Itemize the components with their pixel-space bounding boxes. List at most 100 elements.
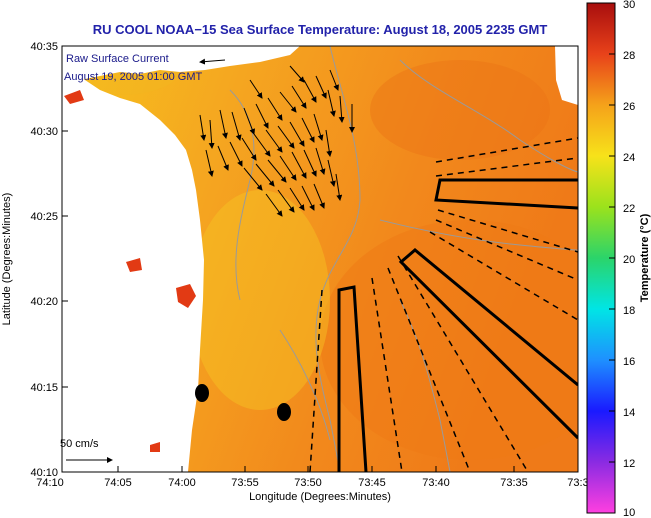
current-arrow (231, 111, 242, 141)
map-plot-area (62, 46, 578, 472)
track-polygon (398, 248, 578, 440)
current-arrow (243, 107, 256, 135)
current-arrow (301, 185, 315, 211)
current-arrow (219, 109, 228, 139)
dashed-rays (309, 137, 578, 472)
track-outlines (337, 178, 578, 472)
land-sandy-hook (170, 150, 188, 215)
current-arrow (277, 189, 295, 213)
y-tick-label: 40:20 (30, 296, 58, 308)
current-arrow (255, 163, 275, 187)
colorbar-title: Temperature (°C) (639, 213, 651, 302)
x-tick-label: 73:45 (358, 477, 386, 489)
x-tick-label: 73:50 (294, 477, 322, 489)
hot-patch (126, 258, 142, 272)
current-arrow (267, 97, 283, 121)
hot-patch (150, 442, 160, 452)
current-arrow (303, 79, 317, 103)
current-arrow (313, 183, 325, 209)
colorbar-tick-label: 28 (623, 50, 635, 62)
current-arrow (199, 114, 207, 141)
y-axis-label: Latitude (Degrees:Minutes) (1, 193, 13, 326)
current-arrow (277, 125, 295, 149)
scale-label: 50 cm/s (60, 438, 99, 450)
legend-arrow (199, 58, 226, 65)
current-arrow (217, 145, 229, 171)
current-arrow (289, 187, 305, 211)
current-arrow (255, 103, 269, 129)
plot-frame (61, 45, 579, 473)
land-northeast (555, 46, 578, 105)
current-arrow (253, 133, 271, 157)
x-axis: 74:10 74:05 74:00 73:55 73:50 73:45 73:4… (36, 466, 589, 503)
track-polygon (434, 178, 578, 210)
x-axis-label: Longitude (Degrees:Minutes) (249, 491, 391, 503)
current-arrow (205, 149, 214, 177)
current-arrow (303, 149, 317, 177)
track-polygon (337, 285, 368, 472)
current-arrow (249, 79, 263, 99)
current-arrow (241, 137, 257, 161)
y-tick-label: 40:30 (30, 126, 58, 138)
legend-line-2: August 19, 2005 01:00 GMT (64, 71, 202, 83)
current-arrow (289, 121, 305, 147)
current-arrow (267, 159, 287, 183)
current-arrow (265, 129, 283, 153)
current-arrow (335, 173, 343, 201)
hot-patch (176, 284, 196, 308)
current-arrow (325, 129, 333, 157)
x-tick-label: 73:40 (422, 477, 450, 489)
marker-blob (195, 384, 209, 402)
colorbar-tick-label: 22 (623, 203, 635, 215)
x-tick-label: 74:00 (168, 477, 196, 489)
colorbar-tick-label: 14 (623, 407, 635, 419)
current-arrow (243, 167, 263, 191)
x-tick-label: 74:10 (36, 477, 64, 489)
colorbar-tick-label: 26 (623, 101, 635, 113)
current-arrow (291, 85, 307, 109)
x-tick-label: 73:35 (500, 477, 528, 489)
current-arrow (329, 69, 339, 91)
y-tick-label: 40:15 (30, 382, 58, 394)
colorbar-tick-label: 18 (623, 305, 635, 317)
x-tick-label: 73:3 (567, 477, 588, 489)
current-arrow (327, 159, 336, 187)
colorbar-tick-label: 30 (623, 0, 635, 11)
y-tick-label: 40:25 (30, 211, 58, 223)
colorbar-tick-label: 10 (623, 507, 635, 518)
colorbar-tick-label: 24 (623, 152, 635, 164)
warm-patch (370, 60, 550, 160)
current-arrow (208, 119, 215, 149)
y-tick-label: 40:35 (30, 41, 58, 53)
current-arrow (279, 155, 297, 181)
colorbar-tick-label: 12 (623, 458, 635, 470)
hot-patch (64, 90, 84, 104)
y-tick-label: 40:10 (30, 467, 58, 479)
current-arrow (301, 117, 315, 143)
surface-current-vectors (199, 65, 355, 217)
cool-patch (190, 190, 330, 410)
land-staten-long-island (62, 46, 300, 84)
current-arrow (315, 75, 327, 99)
current-arrow (289, 65, 305, 83)
current-arrow (327, 89, 336, 117)
colorbar-tick-label: 20 (623, 254, 635, 266)
current-arrow (315, 147, 326, 175)
marker-blob (277, 403, 291, 421)
current-arrow (279, 91, 297, 113)
x-tick-label: 74:05 (104, 477, 132, 489)
current-arrow (338, 95, 345, 123)
legend-line-1: Raw Surface Current (66, 53, 169, 65)
current-arrow (265, 193, 283, 217)
land-new-jersey (62, 46, 204, 472)
y-axis: 40:35 40:30 40:25 40:20 40:15 40:10 Lati… (1, 41, 68, 479)
current-arrow (313, 113, 324, 141)
current-arrow (229, 141, 243, 167)
colorbar: 30 28 26 24 22 20 18 16 14 12 10 Tempera… (586, 0, 651, 518)
current-arrow (291, 151, 307, 179)
colorbar-tick-label: 16 (623, 356, 635, 368)
figure-title: RU COOL NOAA−15 Sea Surface Temperature:… (93, 22, 548, 37)
x-tick-label: 73:55 (231, 477, 259, 489)
warm-patch (320, 220, 578, 460)
